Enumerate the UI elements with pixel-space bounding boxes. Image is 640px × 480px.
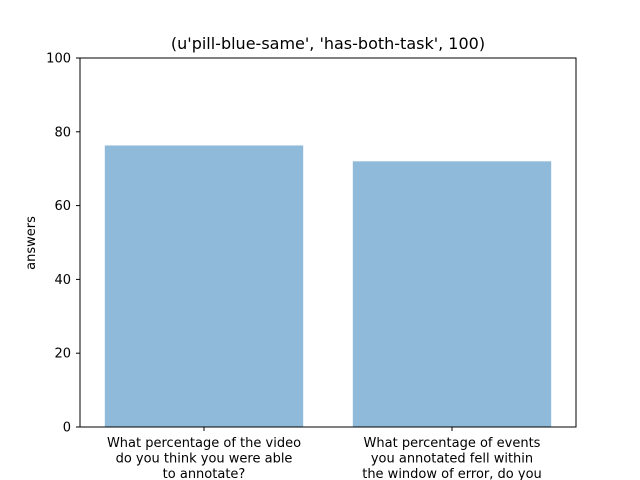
bars-group: [104, 145, 552, 427]
y-tick-label-100: 100: [46, 52, 71, 67]
y-tick-label-80: 80: [54, 125, 71, 140]
x-tick-label-1: What percentage of the video do you think…: [107, 436, 301, 480]
x-tick-label-line: do you think you were able: [116, 452, 293, 467]
y-tick-label-40: 40: [54, 273, 71, 288]
x-tick-label-line: the window of error, do you: [362, 467, 542, 480]
bar-2: [352, 161, 552, 427]
bar-1: [104, 145, 304, 427]
x-tick-label-line: What percentage of the video: [107, 436, 301, 451]
chart-title: (u'pill-blue-same', 'has-both-task', 100…: [171, 34, 485, 53]
x-tick-label-line: What percentage of events: [364, 436, 541, 451]
x-axis: What percentage of the video do you think…: [107, 427, 542, 480]
y-tick-label-20: 20: [54, 347, 71, 362]
x-tick-label-line: you annotated fell within: [371, 452, 533, 467]
y-axis: 0 20 40 60 80 100: [46, 52, 80, 436]
plot-frame: [79, 57, 577, 428]
y-tick-label-60: 60: [54, 199, 71, 214]
x-tick-label-line: to annotate?: [163, 467, 246, 480]
y-tick-label-0: 0: [63, 421, 71, 436]
x-tick-label-2: What percentage of events you annotated f…: [362, 436, 542, 480]
y-axis-label: answers: [24, 216, 39, 270]
